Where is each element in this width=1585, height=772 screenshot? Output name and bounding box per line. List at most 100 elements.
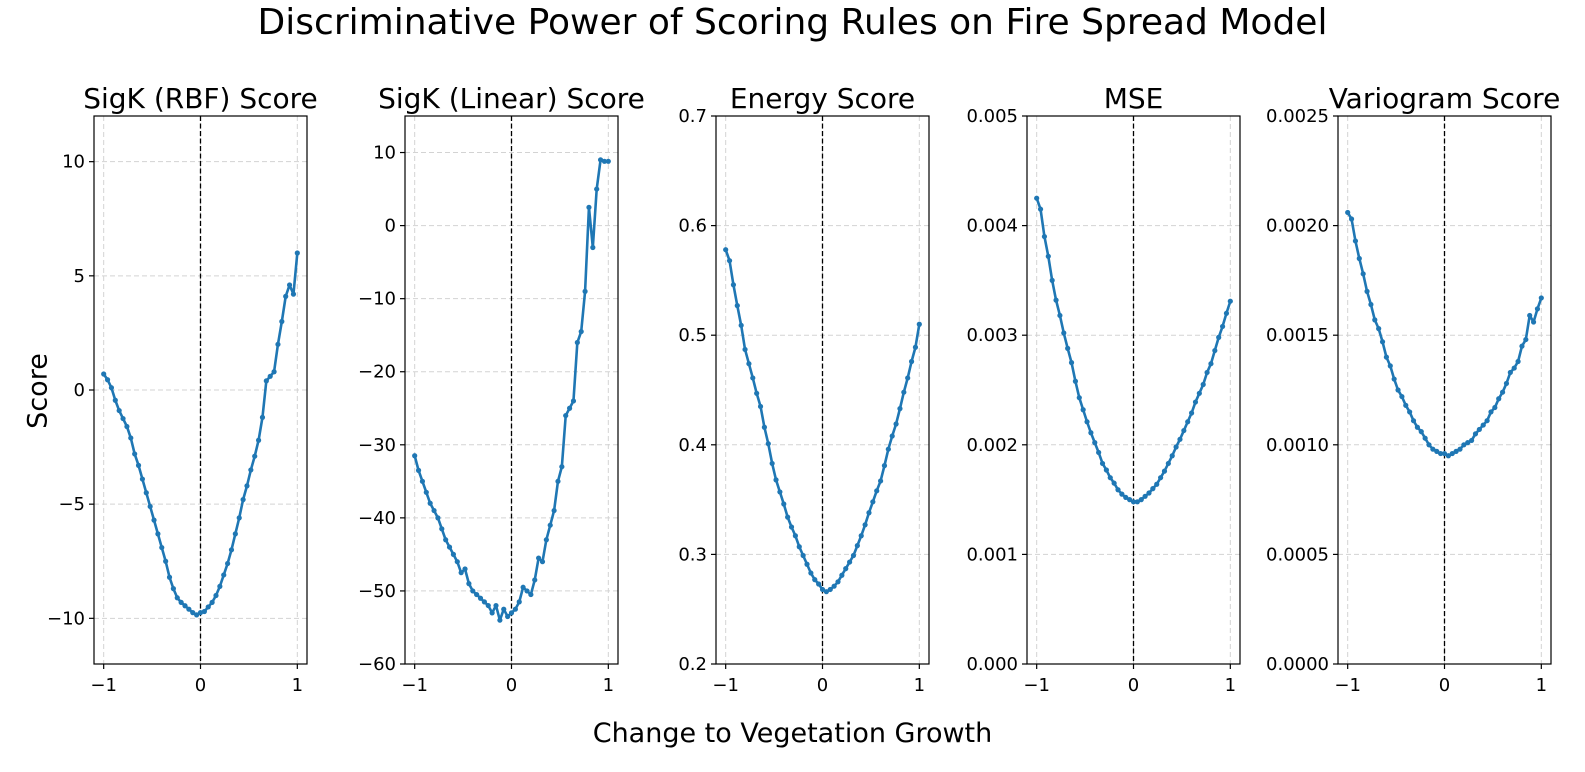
- data-point: [1376, 326, 1382, 332]
- data-point: [796, 544, 802, 550]
- data-point: [769, 460, 775, 467]
- data-point: [108, 385, 115, 391]
- data-point: [1538, 295, 1544, 301]
- data-point: [1356, 255, 1362, 262]
- data-point: [236, 515, 242, 521]
- data-point: [858, 533, 864, 539]
- data-point: [566, 405, 573, 411]
- data-point: [1527, 312, 1533, 319]
- data-point: [877, 478, 884, 484]
- data-point: [1169, 453, 1175, 459]
- data-point: [1088, 430, 1094, 436]
- data-point: [450, 551, 457, 558]
- data-point: [1146, 490, 1152, 496]
- y-tick-label: −30: [358, 435, 396, 456]
- data-point: [901, 389, 907, 395]
- subplot-title: SigK (RBF) Score: [83, 82, 318, 115]
- data-point: [808, 570, 814, 576]
- data-point: [170, 586, 176, 592]
- data-point: [761, 424, 768, 430]
- subplot-title: Energy Score: [730, 82, 915, 115]
- y-tick-label: 0.7: [678, 106, 707, 127]
- data-point: [439, 526, 445, 532]
- data-point: [1434, 448, 1440, 454]
- data-point: [1034, 195, 1040, 201]
- data-point: [294, 250, 300, 256]
- data-point: [286, 282, 293, 288]
- data-point: [1453, 448, 1459, 454]
- data-point: [271, 369, 277, 375]
- data-point: [147, 503, 153, 510]
- data-point: [773, 477, 779, 483]
- x-tick-label: 1: [603, 675, 614, 696]
- data-point: [578, 328, 584, 335]
- data-point: [1154, 481, 1160, 487]
- y-tick-label: 0.0015: [1266, 325, 1329, 346]
- data-point: [1208, 361, 1214, 367]
- y-tick-label: 0.4: [678, 435, 707, 456]
- y-tick-label: 0.000: [966, 654, 1018, 675]
- y-tick-label: 0.0025: [1266, 106, 1329, 127]
- data-point: [912, 344, 919, 350]
- data-point: [757, 403, 764, 410]
- data-point: [497, 617, 503, 623]
- data-point: [143, 490, 149, 496]
- data-point: [1499, 389, 1506, 395]
- subplot-5: 0.0000 0.0005 0.0010 0.0015 0.0020 0.0025 −1 0 1…: [1266, 82, 1560, 696]
- data-point: [1161, 468, 1168, 474]
- data-point: [1457, 446, 1463, 452]
- data-point: [1352, 238, 1359, 244]
- x-tick-label: 0: [506, 675, 517, 696]
- data-point: [201, 608, 207, 615]
- y-tick-label: 0: [74, 380, 85, 401]
- data-point: [412, 453, 418, 459]
- data-point: [536, 555, 542, 561]
- data-point: [1399, 393, 1405, 400]
- y-tick-label: 10: [62, 152, 85, 173]
- data-point: [839, 572, 845, 578]
- data-point: [1177, 436, 1183, 442]
- data-point: [582, 288, 588, 294]
- x-tick-label: 0: [1439, 675, 1450, 696]
- data-point: [458, 570, 464, 576]
- data-point: [112, 397, 118, 403]
- data-point: [539, 559, 546, 565]
- data-point: [454, 559, 460, 565]
- data-point: [435, 515, 441, 521]
- data-point: [128, 435, 134, 441]
- data-point: [881, 463, 888, 469]
- data-point: [1372, 317, 1378, 323]
- x-axis-label: Change to Vegetation Growth: [592, 718, 993, 749]
- y-tick-label: −10: [358, 289, 396, 310]
- data-point: [240, 497, 246, 503]
- data-point: [1484, 418, 1490, 424]
- data-point: [777, 489, 783, 495]
- data-point: [1414, 424, 1420, 430]
- data-point: [1084, 419, 1090, 425]
- data-point: [1065, 345, 1071, 351]
- data-point: [159, 544, 165, 551]
- data-point: [1407, 409, 1413, 415]
- data-point: [1410, 418, 1417, 424]
- data-point: [847, 559, 853, 565]
- y-tick-label: 0.0010: [1266, 435, 1329, 456]
- data-point: [1173, 444, 1179, 450]
- data-point: [252, 453, 258, 459]
- data-point: [1196, 390, 1202, 396]
- data-point: [1115, 487, 1121, 493]
- data-point: [1216, 334, 1222, 340]
- data-point: [1076, 395, 1082, 401]
- data-point: [190, 610, 196, 616]
- data-point: [1496, 396, 1502, 402]
- data-point: [605, 158, 611, 164]
- data-point: [186, 606, 192, 612]
- y-tick-label: 0.0005: [1266, 544, 1329, 565]
- x-tick-label: 0: [1128, 675, 1139, 696]
- data-point: [217, 583, 223, 589]
- data-point: [228, 547, 235, 553]
- data-point: [1158, 475, 1164, 481]
- data-point: [1099, 460, 1106, 467]
- y-tick-label: 0.005: [966, 106, 1018, 127]
- x-tick-label: 1: [292, 675, 303, 696]
